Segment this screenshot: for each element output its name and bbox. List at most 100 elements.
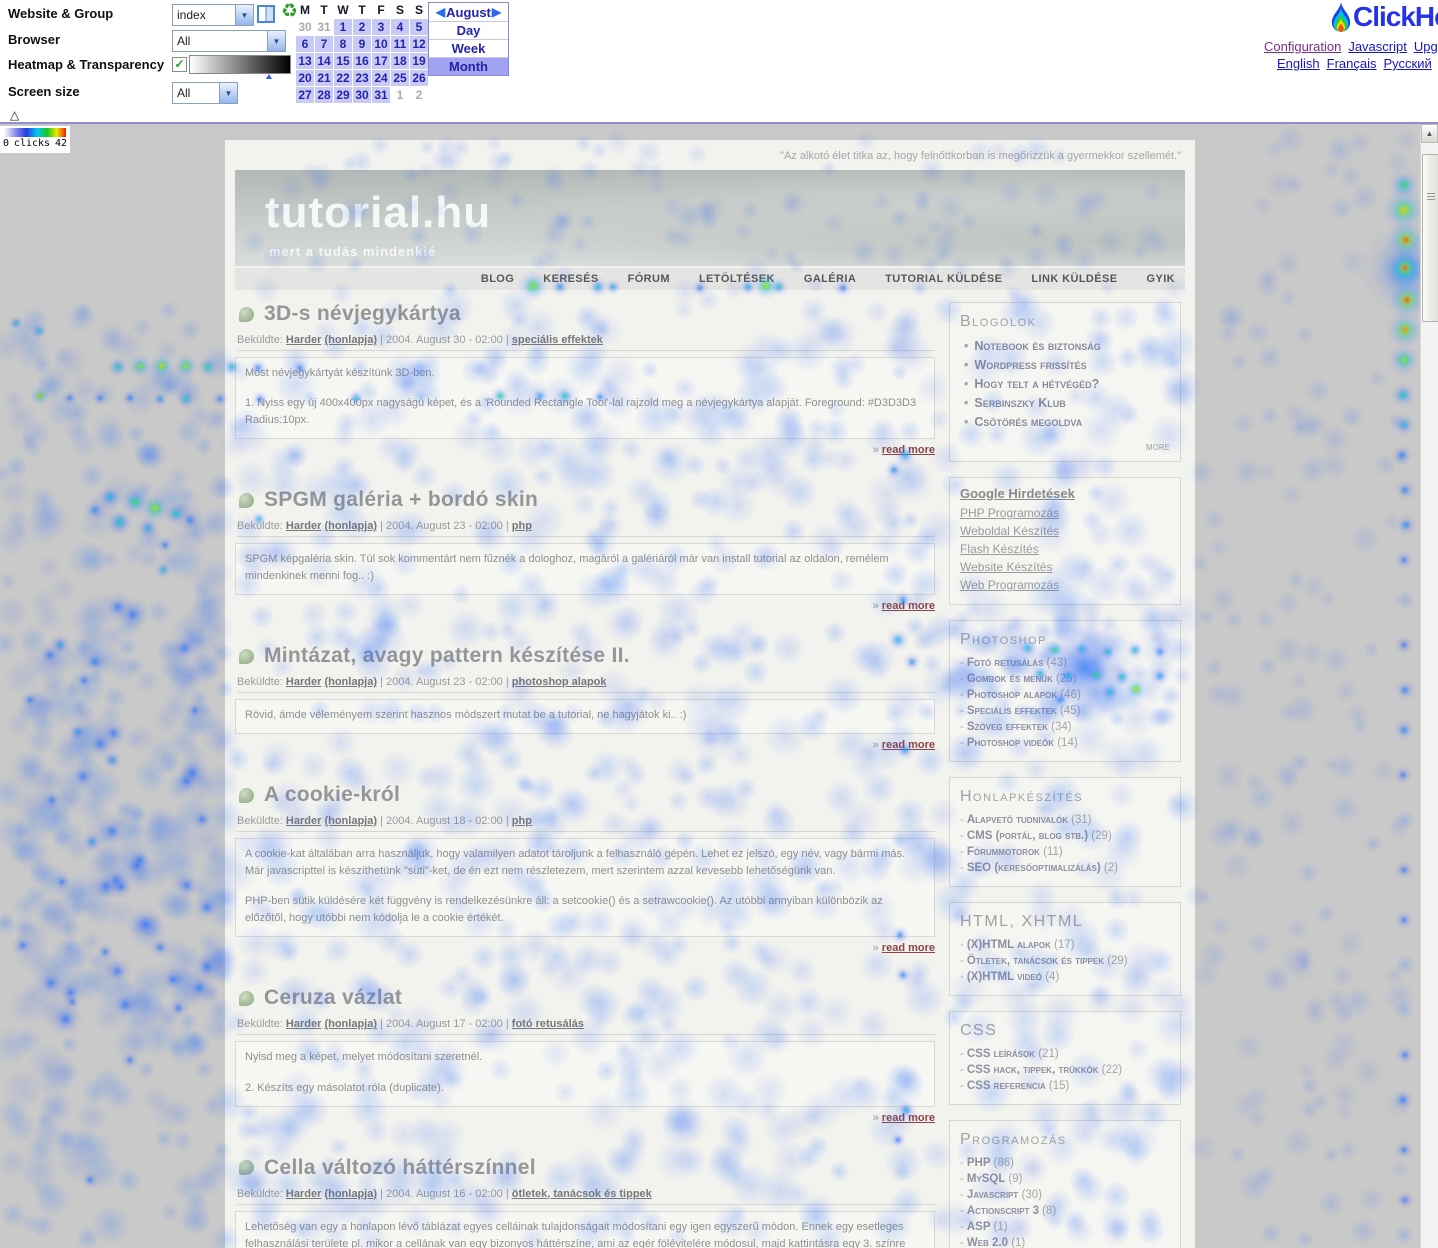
- next-month-icon[interactable]: ▶: [491, 5, 502, 19]
- calendar-day[interactable]: 11: [391, 36, 409, 52]
- calendar-day[interactable]: 1: [334, 19, 352, 35]
- read-more-link[interactable]: read more: [881, 444, 935, 457]
- calendar-day[interactable]: 28: [315, 87, 333, 103]
- category-nav-link[interactable]: - CSS referencia (15): [960, 1080, 1070, 1092]
- ad-link[interactable]: Flash Készítés: [960, 542, 1039, 556]
- category-nav-link[interactable]: - Javascript (30): [960, 1189, 1042, 1201]
- website-select[interactable]: index ▼: [172, 4, 254, 26]
- author-link[interactable]: Harder: [285, 1187, 322, 1200]
- calendar-day[interactable]: 24: [372, 70, 390, 86]
- view-button-week[interactable]: Week: [429, 39, 508, 57]
- calendar-day[interactable]: 4: [391, 19, 409, 35]
- calendar-day[interactable]: 5: [410, 19, 428, 35]
- category-nav-link[interactable]: - Photoshop videók (14): [960, 737, 1078, 749]
- brand-link[interactable]: Configuration: [1264, 39, 1342, 54]
- author-link[interactable]: Harder: [285, 334, 322, 346]
- blog-link[interactable]: • Wordpress frissítés: [964, 358, 1087, 372]
- language-link[interactable]: English: [1277, 56, 1320, 71]
- calendar-day[interactable]: 2: [410, 87, 428, 103]
- nav-item[interactable]: GALÉRIA: [803, 273, 857, 285]
- author-link[interactable]: Harder: [285, 1018, 322, 1031]
- calendar-day[interactable]: 8: [334, 36, 352, 52]
- language-link[interactable]: Français: [1326, 56, 1377, 71]
- calendar-day[interactable]: 17: [372, 53, 390, 69]
- calendar-day[interactable]: 31: [315, 19, 333, 35]
- author-link[interactable]: Harder: [285, 520, 322, 533]
- category-nav-link[interactable]: - (X)HTML alapok (17): [960, 939, 1075, 951]
- category-nav-link[interactable]: - Photoshop alapok (46): [960, 689, 1081, 701]
- author-link[interactable]: Harder: [285, 815, 322, 828]
- screen-size-select[interactable]: All ▼: [172, 82, 238, 104]
- category-nav-link[interactable]: - SEO (keresőoptimalizálás) (2): [960, 862, 1118, 874]
- category-nav-link[interactable]: - Speciális effektek (45): [960, 705, 1081, 717]
- category-nav-link[interactable]: - ASP (1): [960, 1221, 1008, 1233]
- transparency-gradient-slider[interactable]: [189, 55, 291, 74]
- calendar-day[interactable]: 2: [353, 19, 371, 35]
- transparency-slider-marker[interactable]: [266, 74, 272, 79]
- calendar-day[interactable]: 26: [410, 70, 428, 86]
- category-nav-link[interactable]: - Szöveg effektek (34): [960, 721, 1072, 733]
- category-link[interactable]: php: [511, 520, 532, 533]
- ad-link[interactable]: Website Készítés: [960, 560, 1053, 574]
- calendar-day[interactable]: 13: [296, 53, 314, 69]
- category-link[interactable]: fotó retusálás: [511, 1018, 584, 1031]
- category-nav-link[interactable]: - (X)HTML videó (4): [960, 971, 1060, 983]
- nav-item[interactable]: KERESÉS: [543, 273, 599, 285]
- category-link[interactable]: speciális effektek: [511, 334, 603, 346]
- browser-select[interactable]: All ▼: [172, 30, 286, 52]
- calendar-day[interactable]: 25: [391, 70, 409, 86]
- blog-link[interactable]: • Notebook és biztonság: [964, 339, 1101, 353]
- chevron-down-icon[interactable]: ▼: [267, 31, 285, 51]
- read-more-link[interactable]: read more: [881, 1111, 935, 1124]
- nav-item[interactable]: LETÖLTÉSEK: [698, 273, 775, 285]
- category-nav-link[interactable]: - Alapvető tudnivalók (31): [960, 814, 1092, 826]
- blog-link[interactable]: • Serbinszky Klub: [964, 396, 1066, 410]
- calendar-day[interactable]: 19: [410, 53, 428, 69]
- calendar-day[interactable]: 3: [372, 19, 390, 35]
- brand-link[interactable]: Upgrade: [1413, 39, 1438, 54]
- author-link[interactable]: Harder: [285, 676, 322, 689]
- category-nav-link[interactable]: - Ötletek, tanácsok és tippek (29): [960, 955, 1128, 967]
- calendar-day[interactable]: 18: [391, 53, 409, 69]
- refresh-icon[interactable]: ♻: [281, 1, 299, 22]
- collapse-triangle-icon[interactable]: △: [10, 108, 20, 122]
- read-more-link[interactable]: read more: [881, 739, 935, 752]
- calendar-day[interactable]: 23: [353, 70, 371, 86]
- calendar-day[interactable]: 14: [315, 53, 333, 69]
- blog-link[interactable]: • Csőtörés megoldva: [964, 415, 1083, 429]
- vertical-scrollbar[interactable]: ▲: [1420, 124, 1438, 1248]
- more-link[interactable]: more: [1146, 439, 1170, 453]
- calendar-day[interactable]: 21: [315, 70, 333, 86]
- category-nav-link[interactable]: - CSS hack, tippek, trükkök (22): [960, 1064, 1123, 1076]
- calendar-day[interactable]: 22: [334, 70, 352, 86]
- brand-link[interactable]: Javascript: [1348, 39, 1407, 54]
- category-nav-link[interactable]: - CMS (portál, blog stb.) (29): [960, 830, 1112, 842]
- category-nav-link[interactable]: - Fórummotorok (11): [960, 846, 1063, 858]
- scroll-up-button[interactable]: ▲: [1421, 124, 1438, 143]
- calendar-day[interactable]: 27: [296, 87, 314, 103]
- author-homepage-link[interactable]: (honlapja): [324, 815, 378, 828]
- category-nav-link[interactable]: - MySQL (9): [960, 1173, 1023, 1185]
- category-nav-link[interactable]: - Gombok és menük (25): [960, 673, 1077, 685]
- prev-month-icon[interactable]: ◀: [435, 5, 446, 19]
- calendar-day[interactable]: 30: [296, 19, 314, 35]
- nav-item[interactable]: BLOG: [480, 273, 515, 285]
- calendar-day[interactable]: 30: [353, 87, 371, 103]
- read-more-link[interactable]: read more: [881, 942, 935, 955]
- author-homepage-link[interactable]: (honlapja): [324, 676, 378, 689]
- category-link[interactable]: php: [511, 815, 532, 828]
- calendar-day[interactable]: 31: [372, 87, 390, 103]
- category-nav-link[interactable]: - Fotó retusálás (43): [960, 657, 1067, 669]
- view-button-month[interactable]: Month: [429, 57, 508, 75]
- category-nav-link[interactable]: - Actionscript 3 (8): [960, 1205, 1057, 1217]
- calendar-day[interactable]: 10: [372, 36, 390, 52]
- calendar-day[interactable]: 6: [296, 36, 314, 52]
- calendar-day[interactable]: 29: [334, 87, 352, 103]
- scrollbar-thumb[interactable]: [1422, 154, 1438, 322]
- nav-item[interactable]: GYIK: [1146, 273, 1175, 285]
- category-nav-link[interactable]: - PHP (86): [960, 1157, 1014, 1169]
- ad-link[interactable]: PHP Programozás: [960, 506, 1060, 520]
- heatmap-checkbox[interactable]: ✓: [172, 57, 187, 72]
- category-link[interactable]: photoshop alapok: [511, 676, 607, 689]
- calendar-day[interactable]: 16: [353, 53, 371, 69]
